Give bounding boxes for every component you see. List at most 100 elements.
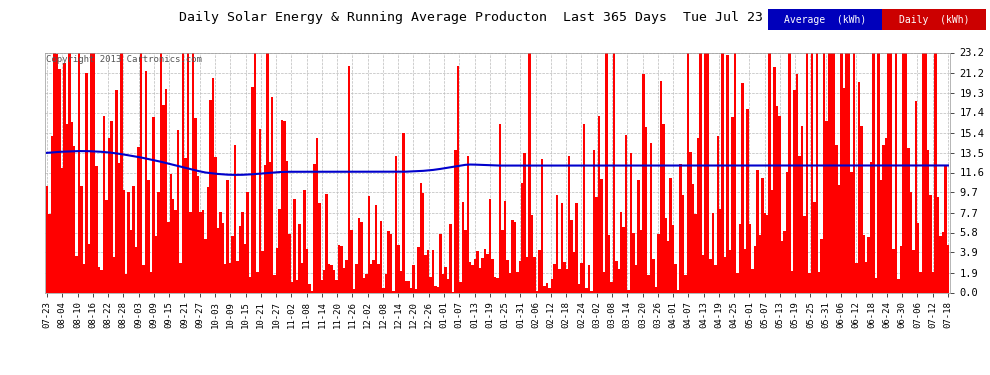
Bar <box>536 291 539 292</box>
Bar <box>232 236 234 292</box>
Bar <box>801 126 803 292</box>
Bar <box>336 280 338 292</box>
Bar <box>791 271 793 292</box>
Bar <box>157 192 159 292</box>
Bar <box>209 100 212 292</box>
Bar <box>392 291 395 292</box>
Bar <box>946 245 949 292</box>
Bar <box>937 197 940 292</box>
Bar <box>456 66 459 292</box>
Bar <box>266 53 268 292</box>
Bar <box>486 254 489 292</box>
Bar <box>734 53 737 292</box>
Bar <box>550 279 553 292</box>
Bar <box>811 53 813 292</box>
Bar <box>268 162 271 292</box>
Bar <box>541 159 544 292</box>
Bar <box>813 202 816 292</box>
Bar <box>291 282 293 292</box>
Bar <box>435 286 437 292</box>
Bar <box>649 143 652 292</box>
Bar <box>199 212 202 292</box>
Bar <box>821 239 823 292</box>
Bar <box>531 215 534 292</box>
Bar <box>219 212 222 292</box>
Bar <box>548 288 550 292</box>
Bar <box>420 183 422 292</box>
Bar <box>699 53 702 292</box>
Bar <box>212 78 214 292</box>
Bar <box>194 118 197 292</box>
Bar <box>529 53 531 292</box>
Bar <box>833 53 836 292</box>
Bar <box>620 212 623 292</box>
Bar <box>118 162 120 292</box>
Bar <box>459 282 461 292</box>
Bar <box>481 258 484 292</box>
Bar <box>935 53 937 292</box>
Bar <box>301 262 303 292</box>
Bar <box>491 259 494 292</box>
Bar <box>857 82 860 292</box>
Bar <box>466 156 469 292</box>
Bar <box>727 55 729 292</box>
Bar <box>907 147 910 292</box>
Bar <box>63 63 65 292</box>
Bar <box>437 287 440 292</box>
Bar <box>159 53 162 292</box>
Bar <box>712 213 714 292</box>
Bar <box>836 145 838 292</box>
Bar <box>93 53 95 292</box>
Bar <box>202 210 204 292</box>
Bar <box>630 153 633 292</box>
Bar <box>852 53 855 292</box>
Bar <box>514 222 516 292</box>
Bar <box>164 89 167 292</box>
Bar <box>753 246 756 292</box>
Bar <box>172 199 174 292</box>
Bar <box>595 196 598 292</box>
Bar <box>303 190 306 292</box>
Bar <box>140 53 143 292</box>
Bar <box>283 121 286 292</box>
Bar <box>568 156 570 292</box>
Bar <box>516 272 519 292</box>
Bar <box>227 180 229 292</box>
Bar <box>179 263 182 292</box>
Bar <box>53 53 55 292</box>
Bar <box>258 129 261 292</box>
Bar <box>598 116 600 292</box>
Text: Daily  (kWh): Daily (kWh) <box>899 15 969 25</box>
Bar <box>187 53 189 292</box>
Bar <box>944 165 946 292</box>
Bar <box>263 165 266 292</box>
Bar <box>570 220 573 292</box>
Bar <box>242 212 244 292</box>
Bar <box>239 226 242 292</box>
Bar <box>761 178 763 292</box>
Bar <box>842 88 845 292</box>
Bar <box>778 116 781 292</box>
Bar <box>917 223 920 292</box>
Bar <box>372 260 375 292</box>
Bar <box>177 130 179 292</box>
Bar <box>362 278 365 292</box>
Bar <box>138 147 140 292</box>
Bar <box>49 213 50 292</box>
Bar <box>425 255 427 292</box>
Bar <box>892 249 895 292</box>
Bar <box>679 164 682 292</box>
Bar <box>560 203 563 292</box>
Bar <box>70 122 73 292</box>
Bar <box>890 53 892 292</box>
Bar <box>288 234 291 292</box>
Bar <box>375 205 377 292</box>
Bar <box>352 290 355 292</box>
Bar <box>184 158 187 292</box>
Bar <box>55 54 58 292</box>
Bar <box>412 265 415 292</box>
Bar <box>714 265 717 292</box>
Bar <box>75 256 78 292</box>
Bar <box>613 53 615 292</box>
Bar <box>385 274 387 292</box>
